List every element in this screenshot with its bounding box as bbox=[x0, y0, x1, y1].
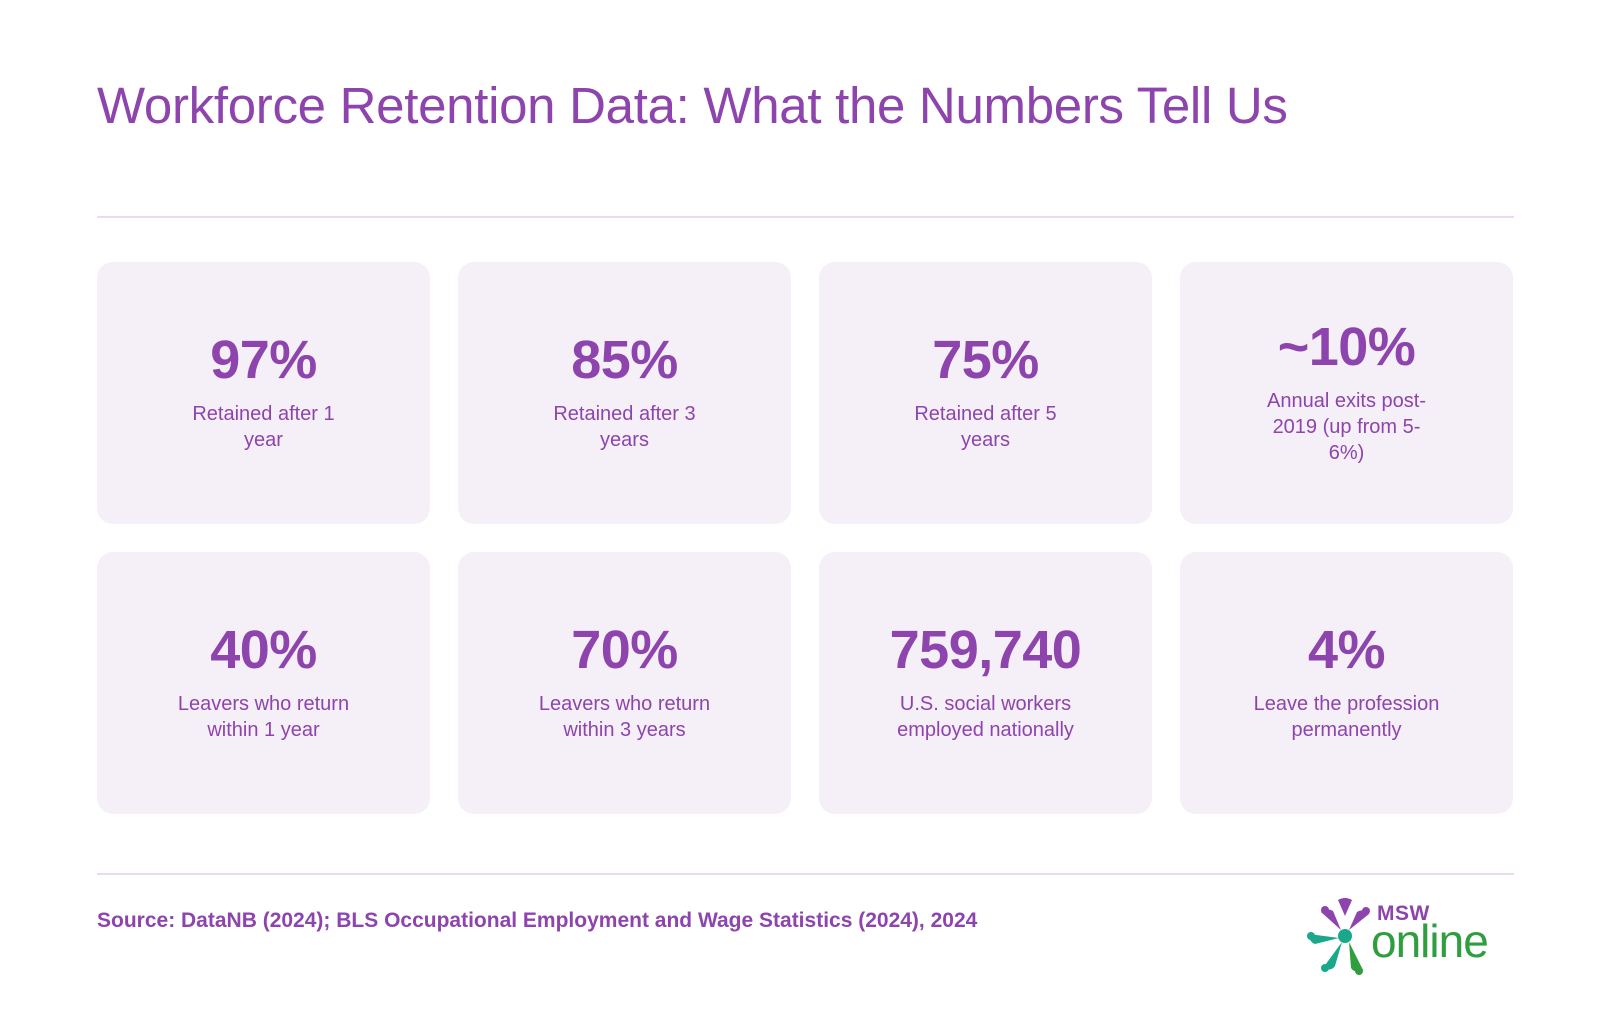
stat-card: 70% Leavers who return within 3 years bbox=[458, 552, 791, 814]
stat-card: 40% Leavers who return within 1 year bbox=[97, 552, 430, 814]
stat-label: U.S. social workers employed nationally bbox=[897, 693, 1074, 741]
stat-card: 759,740 U.S. social workers employed nat… bbox=[819, 552, 1152, 814]
bottom-divider bbox=[97, 873, 1514, 875]
stat-card: 97% Retained after 1 year bbox=[97, 262, 430, 524]
star-people-icon bbox=[1307, 898, 1370, 975]
msw-online-logo: MSW online bbox=[1305, 896, 1515, 976]
stat-label: Retained after 5 years bbox=[914, 403, 1057, 451]
stat-label: Leave the profession permanently bbox=[1253, 693, 1440, 741]
source-note: Source: DataNB (2024); BLS Occupational … bbox=[97, 909, 978, 932]
stat-value: 759,740 bbox=[889, 620, 1082, 680]
stat-value: 75% bbox=[932, 330, 1039, 390]
stat-card: 75% Retained after 5 years bbox=[819, 262, 1152, 524]
stat-value: 85% bbox=[571, 330, 678, 390]
stats-grid: 97% Retained after 1 year 85% Retained a… bbox=[97, 262, 1514, 814]
stat-label: Retained after 1 year bbox=[192, 403, 335, 451]
top-divider bbox=[97, 216, 1514, 218]
stat-value: 97% bbox=[210, 330, 317, 390]
stat-label: Leavers who return within 1 year bbox=[177, 693, 350, 741]
logo-msw-text: MSW bbox=[1377, 902, 1430, 925]
stat-card: 4% Leave the profession permanently bbox=[1180, 552, 1513, 814]
stat-label: Retained after 3 years bbox=[553, 403, 696, 451]
logo-online-text: online bbox=[1371, 915, 1489, 967]
stat-label: Leavers who return within 3 years bbox=[538, 693, 711, 741]
stat-value: 40% bbox=[210, 620, 317, 680]
stat-value: 4% bbox=[1307, 620, 1386, 680]
stat-label: Annual exits post-2019 (up from 5-6%) bbox=[1267, 390, 1426, 464]
stat-value: 70% bbox=[571, 620, 678, 680]
stat-value: ~10% bbox=[1277, 317, 1416, 377]
stat-card: 85% Retained after 3 years bbox=[458, 262, 791, 524]
stat-card: ~10% Annual exits post-2019 (up from 5-6… bbox=[1180, 262, 1513, 524]
page-title: Workforce Retention Data: What the Numbe… bbox=[97, 77, 1288, 134]
